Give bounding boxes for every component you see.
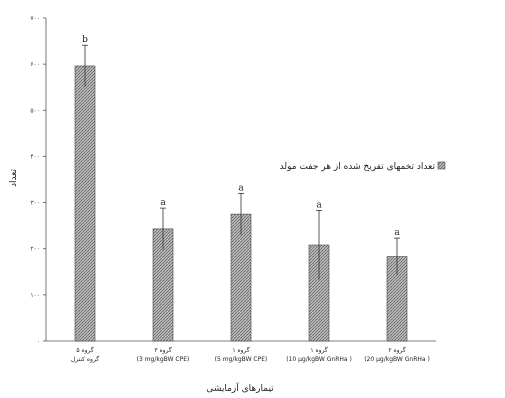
category-label-line2: گروه کنترل <box>71 355 99 363</box>
category-label-line1: گروه ۱ <box>310 346 327 354</box>
significance-label: a <box>160 198 166 208</box>
y-tick-label: ۳۰۰ <box>30 200 40 207</box>
legend-swatch <box>437 161 446 170</box>
category-label-line1: گروه ۲ <box>388 346 405 354</box>
significance-label: a <box>316 200 322 210</box>
y-tick-label: ۱۰۰ <box>30 292 40 299</box>
significance-label: a <box>394 228 400 238</box>
y-tick-label: ۶۰۰ <box>30 61 40 68</box>
bars-group: b a a a a <box>74 35 408 342</box>
category-label-line1: گروه ۳ <box>154 346 171 354</box>
bar <box>74 65 96 342</box>
y-axis-ticks: ۰ ۱۰۰ ۲۰۰ ۳۰۰ ۴۰۰ ۵۰۰ ۶۰۰ ۷۰۰ <box>30 15 46 345</box>
y-tick-label: ۲۰۰ <box>30 246 40 253</box>
y-tick-label: ۷۰۰ <box>30 15 40 22</box>
category-label-line2: (10 µg/kgBW GnRHa ) <box>286 356 352 363</box>
legend: تعداد تخمهای تفریخ شده از هر جفت مولد <box>280 161 446 172</box>
x-axis-title: تیمارهای آزمایشی <box>206 382 274 394</box>
category-label-line2: (5 mg/kgBW CPE) <box>215 356 268 363</box>
y-tick-label: ۵۰۰ <box>30 107 40 114</box>
y-tick-label: ۰ <box>37 338 40 345</box>
category-label-line1: گروه ۱ <box>232 346 249 354</box>
category-label-line2: (20 µg/kgBW GnRHa ) <box>364 356 430 363</box>
category-label-line2: (3 mg/kgBW CPE) <box>137 356 190 363</box>
y-tick-label: ۴۰۰ <box>30 153 40 160</box>
category-label-line1: گروه ۵ <box>76 346 93 354</box>
y-axis-title: تعداد <box>9 168 19 187</box>
significance-label: a <box>238 183 244 193</box>
significance-label: b <box>82 35 88 45</box>
legend-label: تعداد تخمهای تفریخ شده از هر جفت مولد <box>280 162 436 172</box>
